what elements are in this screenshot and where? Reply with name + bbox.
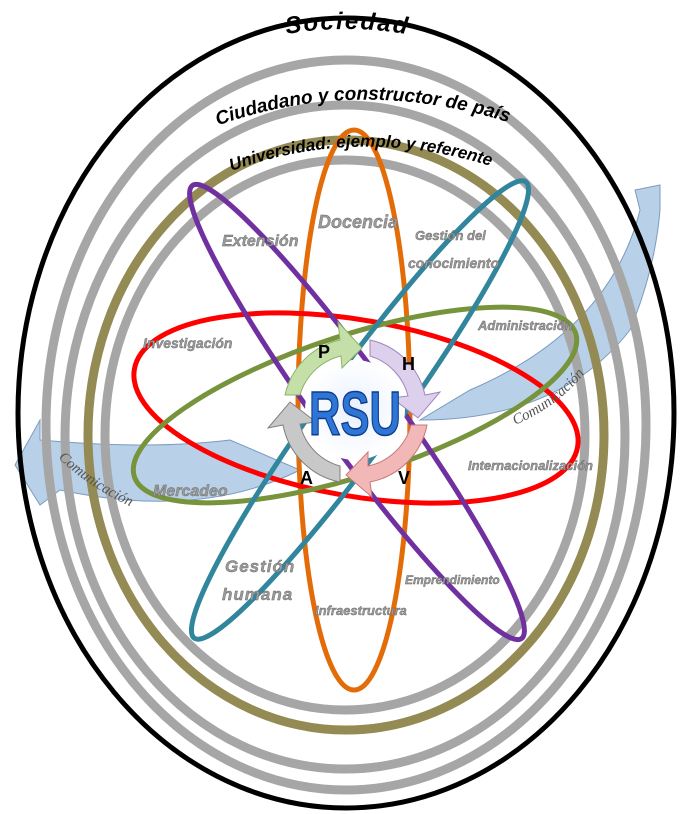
cycle-arrow (266, 401, 341, 483)
area-label: humana (222, 585, 293, 604)
area-label: Emprendimiento (405, 573, 500, 587)
area-label: Investigación (143, 335, 232, 351)
cycle-arrow (284, 320, 363, 396)
area-label: Mercadeo (153, 483, 228, 500)
area-label: Extensión (222, 233, 299, 250)
ring-sociedad (15, 15, 677, 811)
ring-universidad (83, 135, 609, 735)
area-label: Gestión del (415, 228, 486, 243)
ring-gray (60, 100, 630, 774)
ring-label-text: Sociedad (283, 8, 409, 40)
cycle-letter: V (398, 468, 410, 488)
area-label: Gestión (225, 557, 295, 576)
area-label: conocimiento (408, 255, 499, 271)
area-label: Administración (477, 318, 573, 333)
cycle-arrow (369, 339, 442, 419)
area-label: Docencia (318, 212, 398, 232)
cycle-letter: A (300, 468, 313, 488)
center-title: RSU (309, 380, 401, 449)
cycle-letter: P (318, 342, 330, 362)
ring-inner (100, 155, 590, 715)
area-label: Internacionalización (468, 458, 593, 473)
ring-label: Sociedad (283, 8, 411, 40)
cycle-letter: H (402, 354, 415, 374)
area-label: Infraestructura (315, 603, 407, 618)
ring-ciudadano (41, 55, 651, 795)
center-bg (305, 360, 405, 460)
cycle-arrow (345, 424, 428, 499)
